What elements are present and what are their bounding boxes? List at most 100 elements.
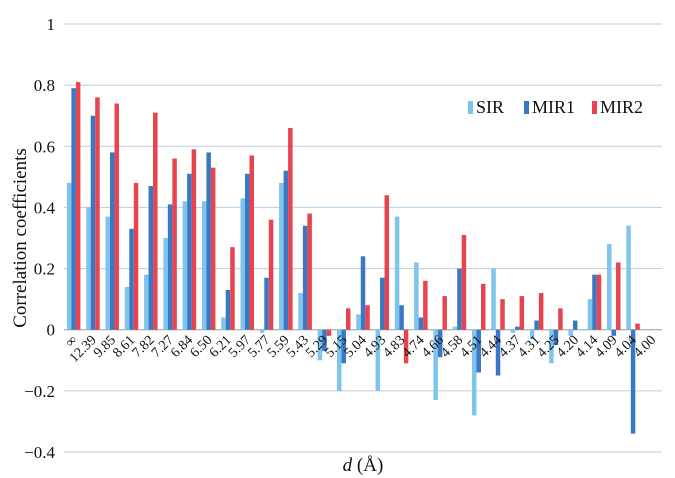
y-tick-label: 0.4 [34,198,56,217]
bar-mir1 [109,152,115,330]
bar-mir2 [326,329,332,336]
bar-mir1 [264,277,269,330]
bar-sir [317,329,323,361]
bar-mir1 [225,289,231,330]
bar-sir [298,293,303,330]
bar-mir2 [230,247,235,330]
bar-sir [279,182,284,330]
bar-mir1 [167,204,173,330]
bar-mir2 [538,293,544,330]
bar-mir1 [553,329,559,345]
y-axis-title: Correlation coefficients [10,148,31,328]
bar-mir2 [365,305,370,330]
bar-mir1 [611,329,617,336]
bar-mir2 [95,97,100,330]
bar-mir1 [534,320,539,330]
bar-mir2 [384,195,390,330]
bar-sir [529,329,535,339]
bar-mir2 [403,329,409,364]
legend-label-mir1: MIR1 [532,97,575,117]
bar-sir [491,268,496,330]
bar-mir1 [90,115,96,330]
bar-sir [587,299,593,330]
bar-mir2 [461,234,467,330]
bar-sir [626,225,631,330]
bar-sir [471,329,477,416]
bar-sir [433,329,438,401]
bar-mir1 [380,277,385,330]
bar-sir [86,207,91,330]
bar-mir2 [500,299,505,330]
bar-sir [163,238,168,330]
bar-mir1 [360,256,366,330]
x-axis-variable: d [343,455,353,476]
bar-mir2 [345,308,351,330]
bar-mir1 [283,170,289,330]
bar-sir [394,216,400,330]
bar-sir [105,216,110,330]
bar-mir1 [71,88,76,330]
bar-sir [375,329,381,391]
bar-mir1 [302,225,308,330]
x-axis-title: d (Å) [343,455,384,476]
x-tick-labels: ∞12.399.858.617.827.276.846.506.215.975.… [63,333,659,366]
bar-mir2 [210,167,216,330]
bar-sir [510,329,516,333]
bar-mir2 [480,283,486,330]
bar-sir [549,329,554,364]
bar-mir1 [148,186,154,330]
bar-mir1 [418,317,424,330]
x-tick-label: 4.00 [631,333,659,361]
y-tick-label: −0.2 [24,382,55,401]
bar-mir1 [206,152,211,330]
bar-mir1 [399,305,404,330]
bar-mir1 [592,274,597,330]
bar-sir [124,286,130,330]
bar-sir [201,201,207,330]
bar-sir [221,317,226,330]
legend-label-mir2: MIR2 [600,97,643,117]
bar-mir1 [515,326,520,330]
bar-mir2 [288,127,293,330]
legend-label-sir: SIR [476,97,504,117]
bar-mir1 [341,329,346,364]
x-axis-unit: (Å) [352,455,383,476]
legend-swatch-mir1 [524,101,529,114]
bar-mir2 [114,103,119,330]
bar-mir2 [268,219,274,330]
bar-mir2 [133,182,139,330]
bar-sir [452,326,458,330]
bar-mir1 [245,173,250,330]
bar-sir [607,244,612,330]
bar-sir [66,182,72,330]
bar-mir2 [172,158,177,330]
bar-mir2 [75,82,81,330]
bar-mir2 [191,149,197,330]
bar-mir2 [153,112,158,330]
bar-mir2 [519,296,525,330]
y-tick-label: 0.6 [34,137,55,156]
y-tick-label: 0.2 [34,260,55,279]
bar-mir1 [129,228,134,330]
bar-mir1 [187,173,192,330]
y-tick-labels: −0.4 −0.2 0 0.2 0.4 0.6 0.8 1 [24,15,55,462]
bar-sir [414,262,419,330]
bar-sir [182,201,188,330]
y-tick-label: 0 [47,321,56,340]
bars [66,82,640,434]
bar-mir2 [558,308,563,330]
y-tick-label: −0.4 [24,443,55,462]
bar-mir2 [442,296,447,330]
legend: SIR MIR1 MIR2 [468,97,643,117]
legend-swatch-mir2 [592,101,597,114]
bar-mir1 [572,320,578,330]
bar-mir1 [322,329,327,352]
bar-mir2 [596,274,602,330]
bar-sir [259,329,265,333]
bar-sir [336,329,342,391]
bar-sir [356,314,361,330]
bar-mir2 [307,213,312,330]
bar-mir2 [635,323,640,330]
bar-mir2 [423,280,428,330]
